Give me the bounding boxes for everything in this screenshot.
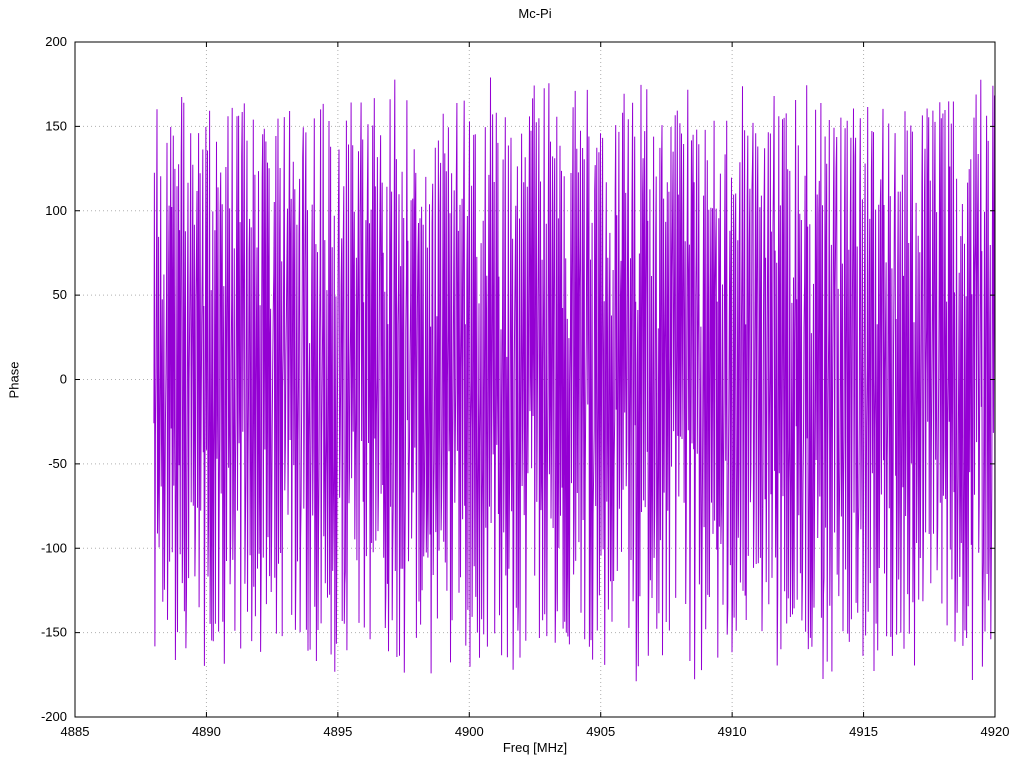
x-tick-label: 4900 — [455, 724, 484, 739]
x-tick-label: 4910 — [718, 724, 747, 739]
y-tick-label: -200 — [41, 709, 67, 724]
x-tick-label: 4890 — [192, 724, 221, 739]
y-tick-label: 0 — [60, 372, 67, 387]
y-tick-label: 50 — [53, 287, 67, 302]
x-tick-label: 4895 — [323, 724, 352, 739]
y-tick-label: -150 — [41, 625, 67, 640]
y-tick-label: 150 — [45, 118, 67, 133]
y-tick-label: 200 — [45, 34, 67, 49]
y-tick-label: -50 — [48, 456, 67, 471]
y-tick-label: 100 — [45, 203, 67, 218]
x-axis-label: Freq [MHz] — [502, 740, 568, 755]
phase-trace — [153, 77, 996, 682]
y-axis-label: Phase — [6, 361, 22, 399]
plot-title: Mc-Pi — [518, 6, 552, 21]
y-tick-label: -100 — [41, 540, 67, 555]
x-tick-label: 4905 — [586, 724, 615, 739]
x-tick-label: 4915 — [849, 724, 878, 739]
x-tick-label: 4885 — [61, 724, 90, 739]
x-tick-label: 4920 — [981, 724, 1010, 739]
